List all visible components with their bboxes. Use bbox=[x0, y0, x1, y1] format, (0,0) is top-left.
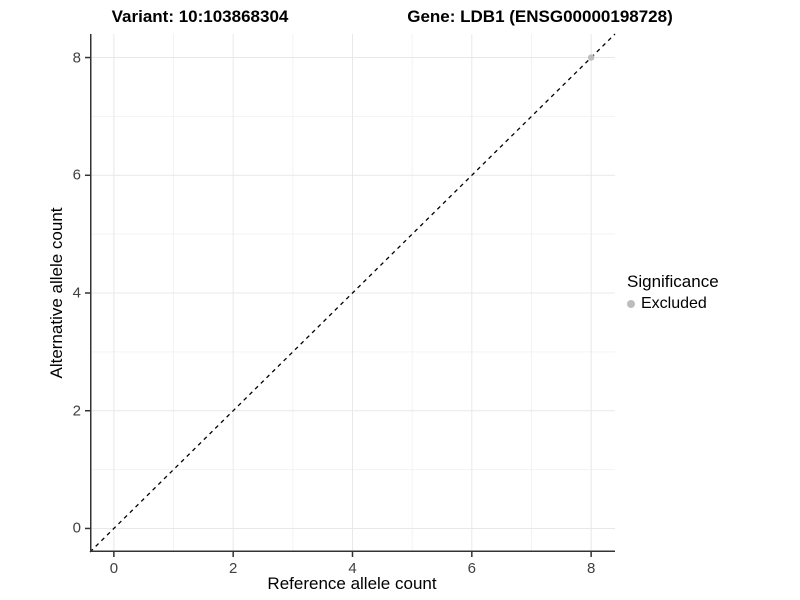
y-tick-label: 0 bbox=[72, 519, 81, 537]
x-tick-label: 2 bbox=[229, 560, 238, 577]
axis-lines bbox=[90, 34, 615, 552]
plot-panel-region: 0 2 4 6 8 0 2 4 6 8 Reference allele count Alter… bbox=[47, 33, 616, 593]
variant-title: Variant: 10:103868304 bbox=[111, 7, 289, 26]
x-axis-title: Reference allele count bbox=[267, 574, 437, 593]
x-tick-label: 6 bbox=[467, 560, 476, 577]
x-tick-label: 8 bbox=[586, 560, 596, 577]
y-tick-label: 2 bbox=[72, 402, 81, 420]
gene-title: Gene: LDB1 (ENSG00000198728) bbox=[407, 7, 673, 26]
identity-dashed-line bbox=[89, 33, 616, 553]
grid-major-lines bbox=[90, 34, 615, 552]
legend: Significance Excluded bbox=[627, 272, 719, 313]
plot-panel-canvas bbox=[85, 33, 616, 557]
legend-item-excluded: Excluded bbox=[627, 295, 719, 313]
legend-item-label: Excluded bbox=[641, 295, 707, 312]
data-points bbox=[587, 54, 595, 61]
scatter-point bbox=[587, 54, 595, 61]
x-tick-label: 0 bbox=[109, 560, 119, 577]
axis-tick-marks bbox=[85, 56, 592, 557]
y-tick-label: 8 bbox=[72, 49, 81, 67]
excluded-point-icon bbox=[627, 300, 635, 308]
y-tick-label: 6 bbox=[72, 166, 81, 184]
y-axis-title: Alternative allele count bbox=[47, 207, 66, 379]
x-tick-label: 4 bbox=[348, 560, 357, 577]
y-tick-label: 4 bbox=[72, 284, 81, 302]
legend-title: Significance bbox=[627, 272, 719, 291]
